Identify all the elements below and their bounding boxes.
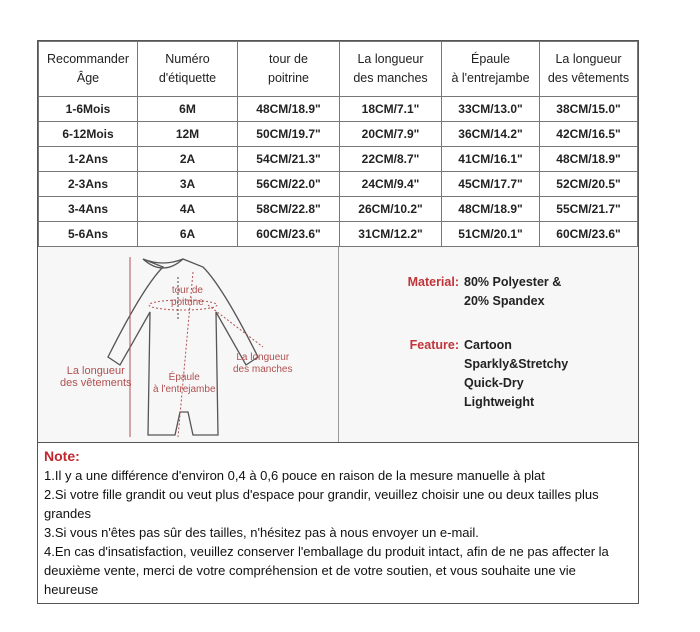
product-info: Material: 80% Polyester & 20% Spandex Fea… [339, 247, 638, 442]
table-cell: 1-6Mois [38, 96, 138, 122]
size-chart: Recommander Âge Numéro d'étiquette tour de… [37, 40, 639, 604]
table-cell: 26CM/10.2" [339, 196, 442, 222]
feature-item: Sparkly&Stretchy [464, 357, 569, 371]
table-cell: 58CM/22.8" [237, 196, 340, 222]
table-cell: 31CM/12.2" [339, 221, 442, 247]
table-cell: 54CM/21.3" [237, 146, 340, 172]
material-line: 80% Polyester & [464, 275, 562, 289]
sleeve-label: La longueur des manches [233, 352, 293, 375]
table-cell: 5-6Ans [38, 221, 138, 247]
feature-item: Lightweight [464, 395, 535, 409]
table-row: 1-2Ans 2A 54CM/21.3" 22CM/8.7" 41CM/16.1" 48C… [38, 146, 638, 172]
romper-illustration [107, 257, 264, 438]
table-cell: 51CM/20.1" [441, 221, 540, 247]
table-cell: 60CM/23.6" [237, 221, 340, 247]
table-cell: 52CM/20.5" [539, 171, 638, 197]
table-cell: 12M [137, 121, 238, 147]
table-cell: 24CM/9.4" [339, 171, 442, 197]
table-cell: 1-2Ans [38, 146, 138, 172]
table-cell: 4A [137, 196, 238, 222]
column-header: tour de poitrine [237, 41, 340, 97]
table-cell: 38CM/15.0" [539, 96, 638, 122]
table-row: 6-12Mois 12M 50CM/19.7" 20CM/7.9" 36CM/14.2"… [38, 121, 638, 147]
table-cell: 22CM/8.7" [339, 146, 442, 172]
header-row: Recommander Âge Numéro d'étiquette tour de… [38, 41, 638, 97]
table-cell: 2A [137, 146, 238, 172]
note-line: 2.Si votre fille grandit ou veut plus d'… [44, 487, 599, 521]
table-row: 1-6Mois 6M 48CM/18.9" 18CM/7.1" 33CM/13.0" 38… [38, 96, 638, 122]
table-cell: 18CM/7.1" [339, 96, 442, 122]
table-cell: 41CM/16.1" [441, 146, 540, 172]
note-line: 3.Si vous n'êtes pas sûr des tailles, n'… [44, 525, 479, 540]
table-cell: 56CM/22.0" [237, 171, 340, 197]
material-line: 20% Spandex [464, 294, 545, 308]
note-line: 4.En cas d'insatisfaction, veuillez cons… [44, 544, 609, 597]
chest-label: tour de poitrine [171, 285, 204, 308]
material-label: Material: [407, 275, 459, 289]
note-title: Note: [44, 448, 80, 464]
note-line: 1.Il y a une différence d'environ 0,4 à … [44, 468, 545, 483]
table-cell: 3A [137, 171, 238, 197]
column-header: La longueur des vêtements [539, 41, 638, 97]
table-row: 2-3Ans 3A 56CM/22.0" 24CM/9.4" 45CM/17.7" 52C… [38, 171, 638, 197]
garment-diagram: tour de poitrine La longueur des vêtemen… [38, 247, 339, 442]
table-cell: 6-12Mois [38, 121, 138, 147]
table-cell: 2-3Ans [38, 171, 138, 197]
column-header: Numéro d'étiquette [137, 41, 238, 97]
table-row: 3-4Ans 4A 58CM/22.8" 26CM/10.2" 48CM/18.9" 55… [38, 196, 638, 222]
column-header: Recommander Âge [38, 41, 138, 97]
table-cell: 3-4Ans [38, 196, 138, 222]
table-cell: 55CM/21.7" [539, 196, 638, 222]
table-cell: 48CM/18.9" [539, 146, 638, 172]
size-table: Recommander Âge Numéro d'étiquette tour de… [38, 41, 638, 247]
table-cell: 60CM/23.6" [539, 221, 638, 247]
table-cell: 6A [137, 221, 238, 247]
table-cell: 36CM/14.2" [441, 121, 540, 147]
table-cell: 45CM/17.7" [441, 171, 540, 197]
table-cell: 20CM/7.9" [339, 121, 442, 147]
column-header: Épaule à l'entrejambe [441, 41, 540, 97]
feature-item: Quick-Dry [464, 376, 524, 390]
feature-item: Cartoon [464, 338, 512, 352]
feature-label: Feature: [409, 338, 459, 352]
crotch-label: Épaule à l'entrejambe [153, 372, 216, 395]
table-cell: 50CM/19.7" [237, 121, 340, 147]
length-label: La longueur des vêtements [60, 365, 132, 389]
table-cell: 33CM/13.0" [441, 96, 540, 122]
table-cell: 6M [137, 96, 238, 122]
table-cell: 42CM/16.5" [539, 121, 638, 147]
table-cell: 48CM/18.9" [441, 196, 540, 222]
note-section: Note: 1.Il y a une différence d'environ … [38, 443, 638, 603]
table-row: 5-6Ans 6A 60CM/23.6" 31CM/12.2" 51CM/20.1" 60… [38, 221, 638, 247]
table-cell: 48CM/18.9" [237, 96, 340, 122]
column-header: La longueur des manches [339, 41, 442, 97]
